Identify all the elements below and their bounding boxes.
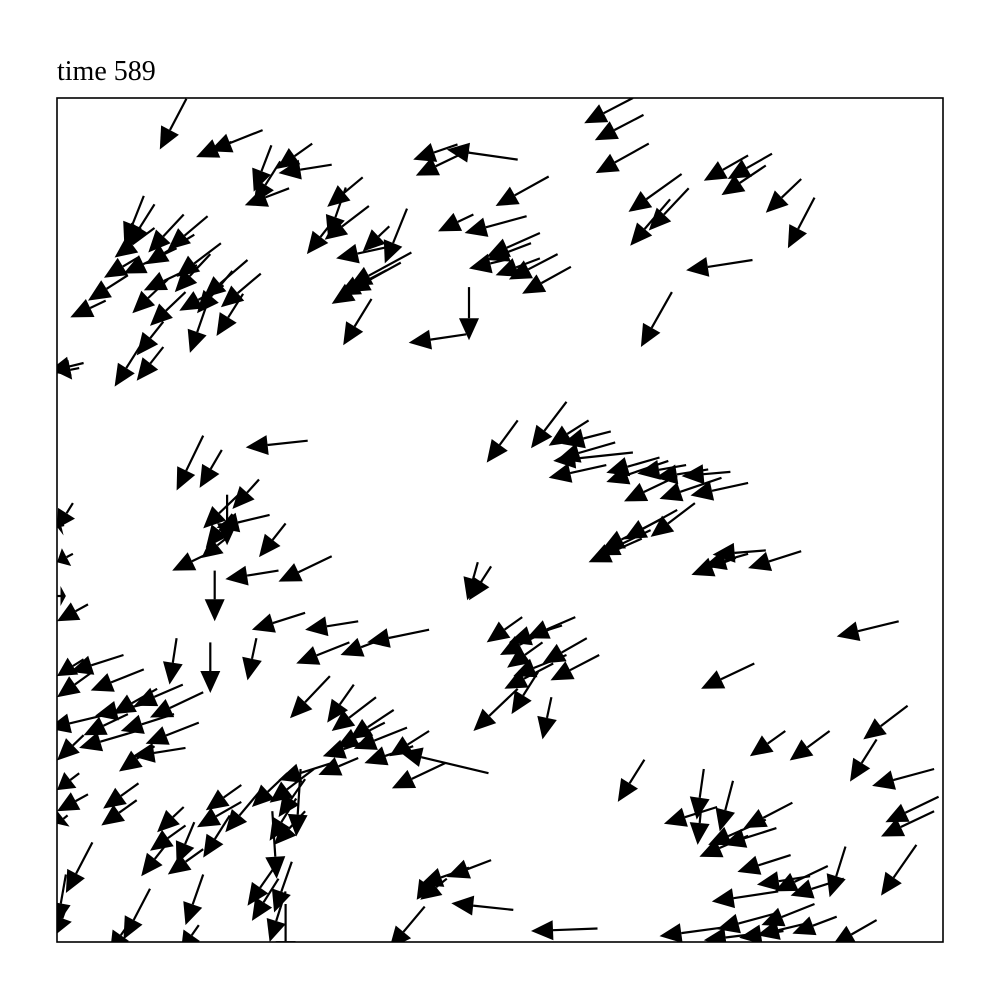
chart-title: time 589 — [57, 56, 156, 87]
